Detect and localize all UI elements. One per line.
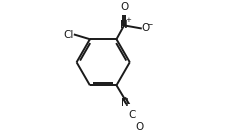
- Text: C: C: [128, 110, 135, 120]
- Text: Cl: Cl: [63, 30, 74, 40]
- Text: O: O: [141, 23, 149, 33]
- Text: N: N: [121, 98, 128, 108]
- Text: O: O: [135, 122, 143, 132]
- Text: N: N: [120, 20, 127, 30]
- Text: −: −: [146, 20, 152, 29]
- Text: +: +: [125, 18, 130, 23]
- Text: O: O: [120, 2, 128, 12]
